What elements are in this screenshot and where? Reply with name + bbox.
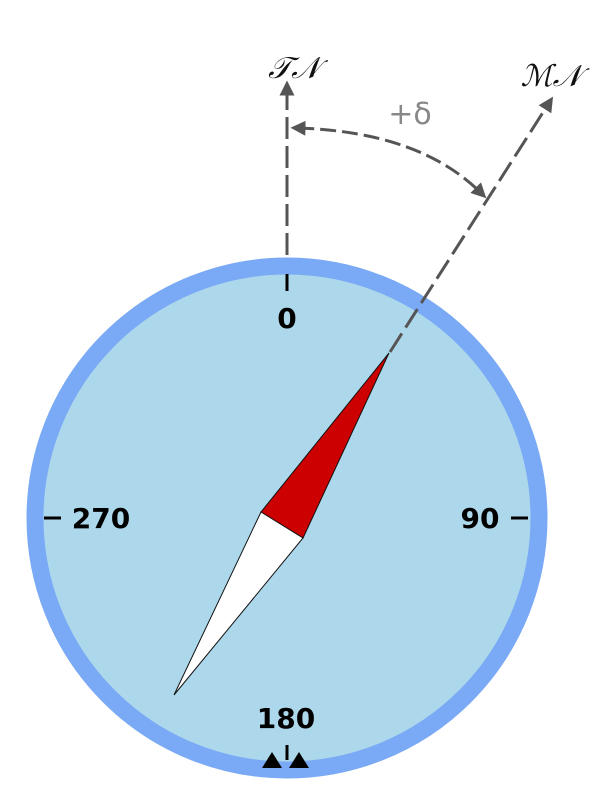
- declination-arc: [290, 120, 487, 199]
- heading-label-east: 90: [461, 502, 500, 535]
- lubber-line-triangles-icon: [262, 752, 309, 768]
- magnetic-north-line: [388, 96, 554, 353]
- needle-south-half: [173, 511, 304, 696]
- magnetic-north-label: ℳ𝒩: [521, 59, 591, 94]
- declination-label: +δ: [388, 97, 432, 132]
- heading-label-north: 0: [277, 302, 296, 335]
- heading-label-south: 180: [257, 702, 315, 735]
- true-north-label: 𝒯𝒩: [268, 51, 329, 86]
- heading-label-west: 270: [72, 502, 130, 535]
